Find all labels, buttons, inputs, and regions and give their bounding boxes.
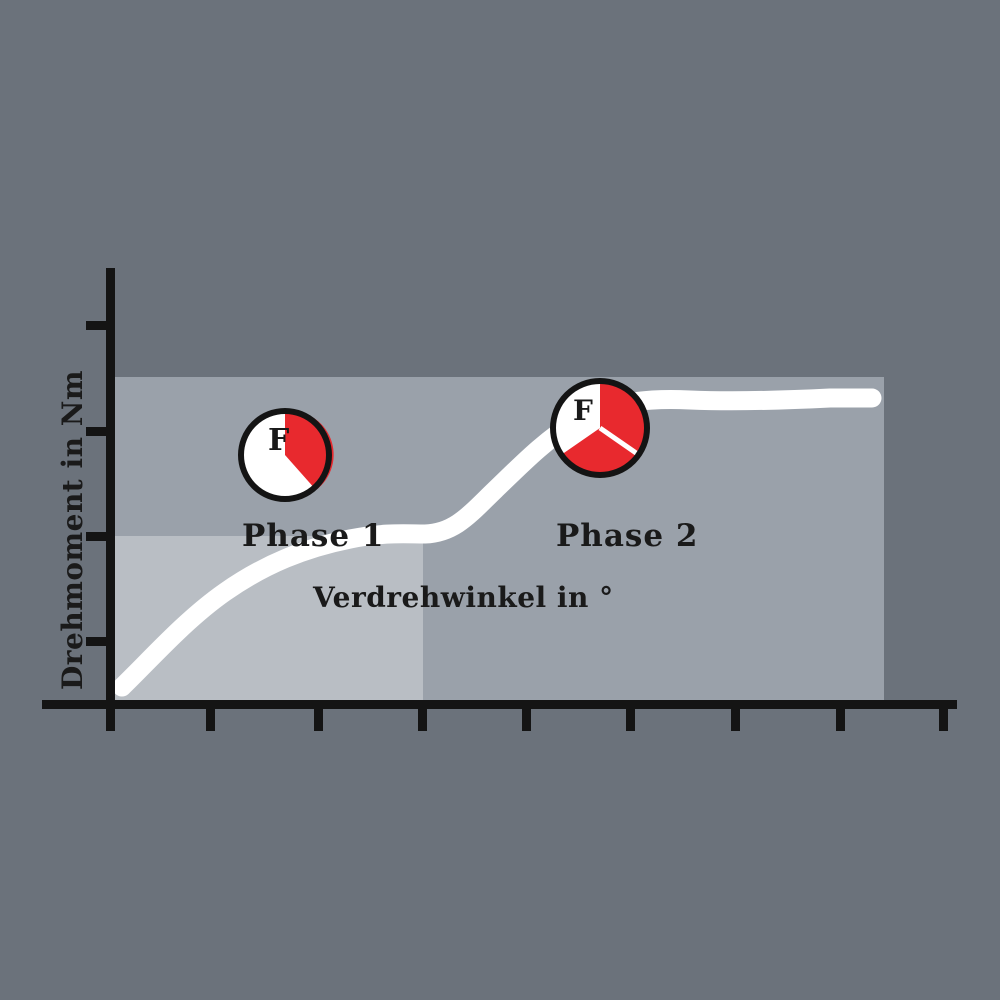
x-axis-line bbox=[42, 700, 957, 709]
x-tick bbox=[314, 705, 323, 731]
x-tick bbox=[522, 705, 531, 731]
phase-2-force-symbol: F bbox=[573, 394, 593, 427]
x-tick bbox=[836, 705, 845, 731]
x-tick bbox=[418, 705, 427, 731]
x-tick bbox=[626, 705, 635, 731]
y-axis-line bbox=[106, 268, 115, 731]
phase-1-force-icon: F bbox=[238, 408, 334, 502]
x-tick bbox=[939, 705, 948, 731]
y-tick bbox=[86, 427, 114, 436]
y-axis-ticks bbox=[86, 321, 114, 646]
y-tick bbox=[86, 532, 114, 541]
torque-curve bbox=[112, 388, 882, 697]
phase-2-spoke bbox=[598, 425, 641, 458]
phase-1-label: Phase 1 bbox=[242, 518, 384, 554]
x-tick bbox=[206, 705, 215, 731]
phase-1-force-symbol: F bbox=[268, 423, 289, 458]
y-axis-label: Drehmoment in Nm bbox=[56, 370, 89, 690]
x-tick bbox=[731, 705, 740, 731]
phase-2-force-icon: F bbox=[550, 378, 650, 478]
x-axis-ticks bbox=[206, 705, 948, 731]
y-tick bbox=[86, 637, 114, 646]
phase-2-label: Phase 2 bbox=[556, 518, 698, 554]
x-axis-label: Verdrehwinkel in ° bbox=[312, 581, 614, 614]
y-tick bbox=[86, 321, 114, 330]
